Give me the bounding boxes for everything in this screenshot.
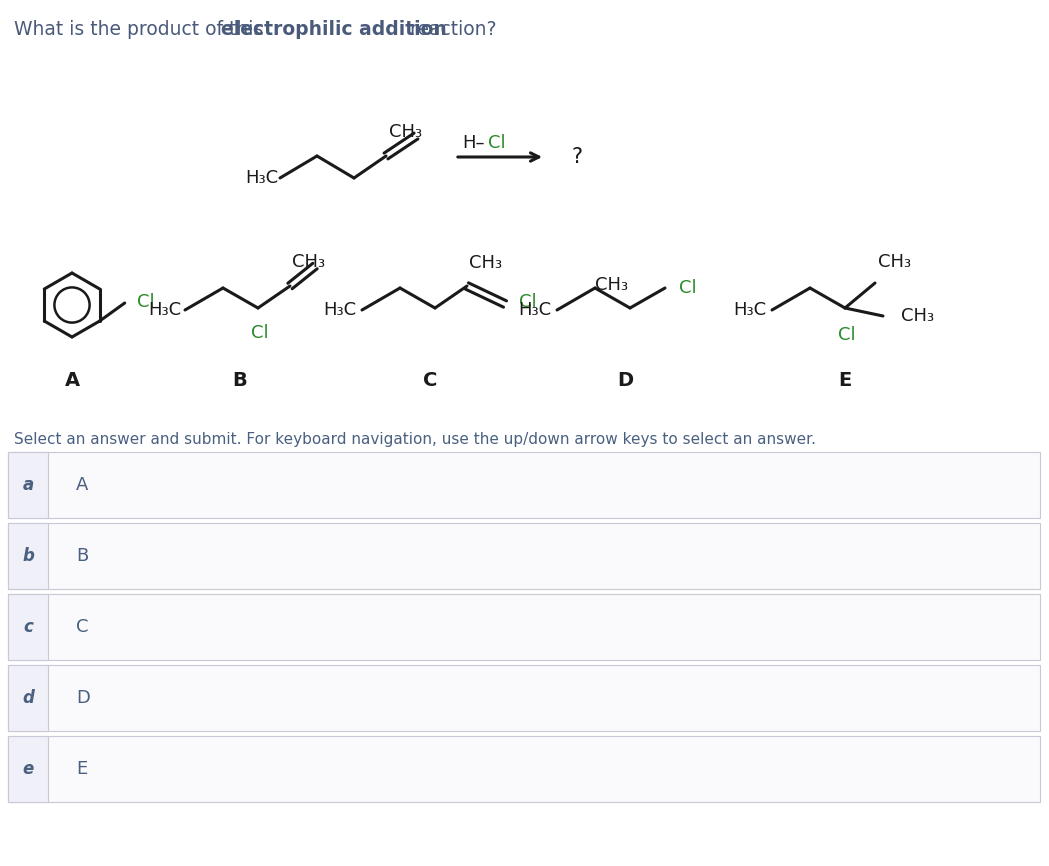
Text: What is the product of this: What is the product of this	[14, 20, 270, 39]
Text: C: C	[423, 371, 437, 390]
Text: CH₃: CH₃	[878, 253, 912, 271]
Bar	[8, 665, 1040, 731]
Text: Cl: Cl	[136, 293, 154, 311]
Bar	[8, 736, 1040, 802]
Text: H₃C: H₃C	[733, 301, 766, 319]
Text: C: C	[76, 618, 88, 636]
Text: c: c	[23, 618, 33, 636]
Text: H₃C: H₃C	[518, 301, 551, 319]
Text: CH₃: CH₃	[901, 307, 934, 325]
Bar	[8, 523, 48, 589]
Bar	[8, 452, 1040, 518]
Text: B: B	[76, 547, 88, 565]
Text: A: A	[64, 371, 80, 390]
Text: d: d	[22, 689, 34, 707]
Text: a: a	[22, 476, 34, 494]
Text: electrophilic addition: electrophilic addition	[221, 20, 447, 39]
Text: H₃C: H₃C	[148, 301, 181, 319]
Text: H₃C: H₃C	[323, 301, 356, 319]
Text: CH₃: CH₃	[595, 276, 628, 294]
Text: CH₃: CH₃	[389, 123, 422, 141]
Text: Cl: Cl	[679, 279, 697, 297]
Text: Cl: Cl	[519, 293, 537, 311]
Text: Select an answer and submit. For keyboard navigation, use the up/down arrow keys: Select an answer and submit. For keyboar…	[14, 432, 816, 447]
Bar	[8, 523, 1040, 589]
Text: b: b	[22, 547, 34, 565]
Bar	[8, 594, 48, 660]
Text: Cl: Cl	[838, 326, 856, 344]
Bar	[8, 665, 48, 731]
Text: e: e	[22, 760, 34, 778]
Text: B: B	[233, 371, 248, 390]
Text: E: E	[76, 760, 87, 778]
Text: A: A	[76, 476, 88, 494]
Bar	[8, 594, 1040, 660]
Text: CH₃: CH₃	[292, 253, 325, 271]
Text: H–: H–	[463, 134, 485, 152]
Text: Cl: Cl	[251, 324, 269, 342]
Text: ?: ?	[572, 147, 582, 167]
Text: CH₃: CH₃	[469, 254, 502, 272]
Text: Cl: Cl	[488, 134, 506, 152]
Text: E: E	[838, 371, 852, 390]
Text: H₃C: H₃C	[244, 169, 278, 187]
Text: D: D	[76, 689, 90, 707]
Text: D: D	[617, 371, 633, 390]
Text: reaction?: reaction?	[404, 20, 496, 39]
Bar	[8, 452, 48, 518]
Bar	[8, 736, 48, 802]
